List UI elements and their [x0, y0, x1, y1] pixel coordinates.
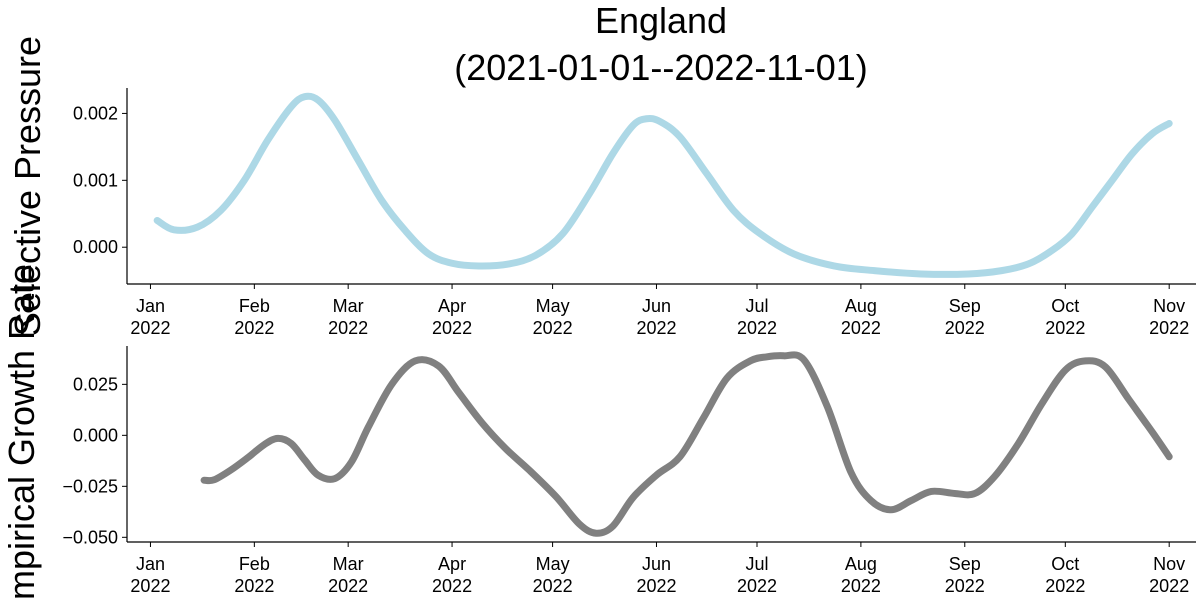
x-tick-label-month: Apr: [438, 296, 466, 316]
x-tick-label-year: 2022: [945, 576, 985, 596]
y-tick-label: −0.025: [62, 476, 118, 496]
x-tick-label-month: Feb: [239, 296, 270, 316]
x-tick-label-year: 2022: [533, 318, 573, 338]
x-tick-label-month: Jul: [745, 554, 768, 574]
x-tick-label-year: 2022: [737, 576, 777, 596]
x-tick-label-month: Feb: [239, 554, 270, 574]
x-tick-label-month: Mar: [333, 296, 364, 316]
x-tick-label-month: Apr: [438, 554, 466, 574]
x-tick-label-year: 2022: [841, 318, 881, 338]
y-tick-label: 0.000: [73, 425, 118, 445]
series-line-0-0: [153, 92, 1173, 278]
x-tick-label-year: 2022: [130, 576, 170, 596]
x-tick-label-year: 2022: [945, 318, 985, 338]
y-axis-label: Selective Pressure: [7, 36, 48, 336]
x-tick-label-year: 2022: [234, 576, 274, 596]
x-tick-label-month: Sep: [949, 554, 981, 574]
x-tick-label-month: Aug: [845, 554, 877, 574]
x-tick-label-month: Mar: [333, 554, 364, 574]
x-tick-label-month: Jan: [136, 554, 165, 574]
x-tick-label-month: Jun: [642, 296, 671, 316]
y-tick-label: 0.000: [73, 237, 118, 257]
x-tick-label-year: 2022: [737, 318, 777, 338]
x-tick-label-year: 2022: [432, 318, 472, 338]
y-tick-label: 0.001: [73, 170, 118, 190]
x-tick-label-year: 2022: [328, 576, 368, 596]
x-tick-label-year: 2022: [130, 318, 170, 338]
x-tick-label-year: 2022: [636, 576, 676, 596]
x-tick-label-month: Jun: [642, 554, 671, 574]
x-tick-label-year: 2022: [1045, 576, 1085, 596]
selective-pressure-panel: 0.0000.0010.002Jan2022Feb2022Mar2022Apr2…: [7, 36, 1196, 338]
y-axis-label: Empirical Growth Rate: [1, 264, 42, 600]
x-tick-label-year: 2022: [1149, 318, 1189, 338]
x-tick-label-month: Sep: [949, 296, 981, 316]
empirical-growth-rate-panel: −0.050−0.0250.0000.025Jan2022Feb2022Mar2…: [1, 264, 1196, 600]
x-tick-label-month: Oct: [1051, 296, 1079, 316]
x-tick-label-month: Nov: [1153, 296, 1185, 316]
x-tick-label-year: 2022: [533, 576, 573, 596]
chart-title-line-1: England: [595, 0, 727, 41]
x-tick-label-year: 2022: [234, 318, 274, 338]
y-tick-label: −0.050: [62, 527, 118, 547]
x-tick-label-month: Aug: [845, 296, 877, 316]
x-tick-label-month: Nov: [1153, 554, 1185, 574]
x-tick-label-year: 2022: [328, 318, 368, 338]
series-line-1-0: [200, 351, 1173, 537]
chart-title-line-2: (2021-01-01--2022-11-01): [454, 47, 868, 88]
x-tick-label-year: 2022: [1149, 576, 1189, 596]
x-tick-label-year: 2022: [841, 576, 881, 596]
x-tick-label-month: Jul: [745, 296, 768, 316]
x-tick-label-month: May: [536, 554, 570, 574]
x-tick-label-month: Jan: [136, 296, 165, 316]
x-tick-label-year: 2022: [636, 318, 676, 338]
x-tick-label-month: May: [536, 296, 570, 316]
y-tick-label: 0.025: [73, 374, 118, 394]
x-tick-label-month: Oct: [1051, 554, 1079, 574]
y-tick-label: 0.002: [73, 103, 118, 123]
x-tick-label-year: 2022: [432, 576, 472, 596]
x-tick-label-year: 2022: [1045, 318, 1085, 338]
